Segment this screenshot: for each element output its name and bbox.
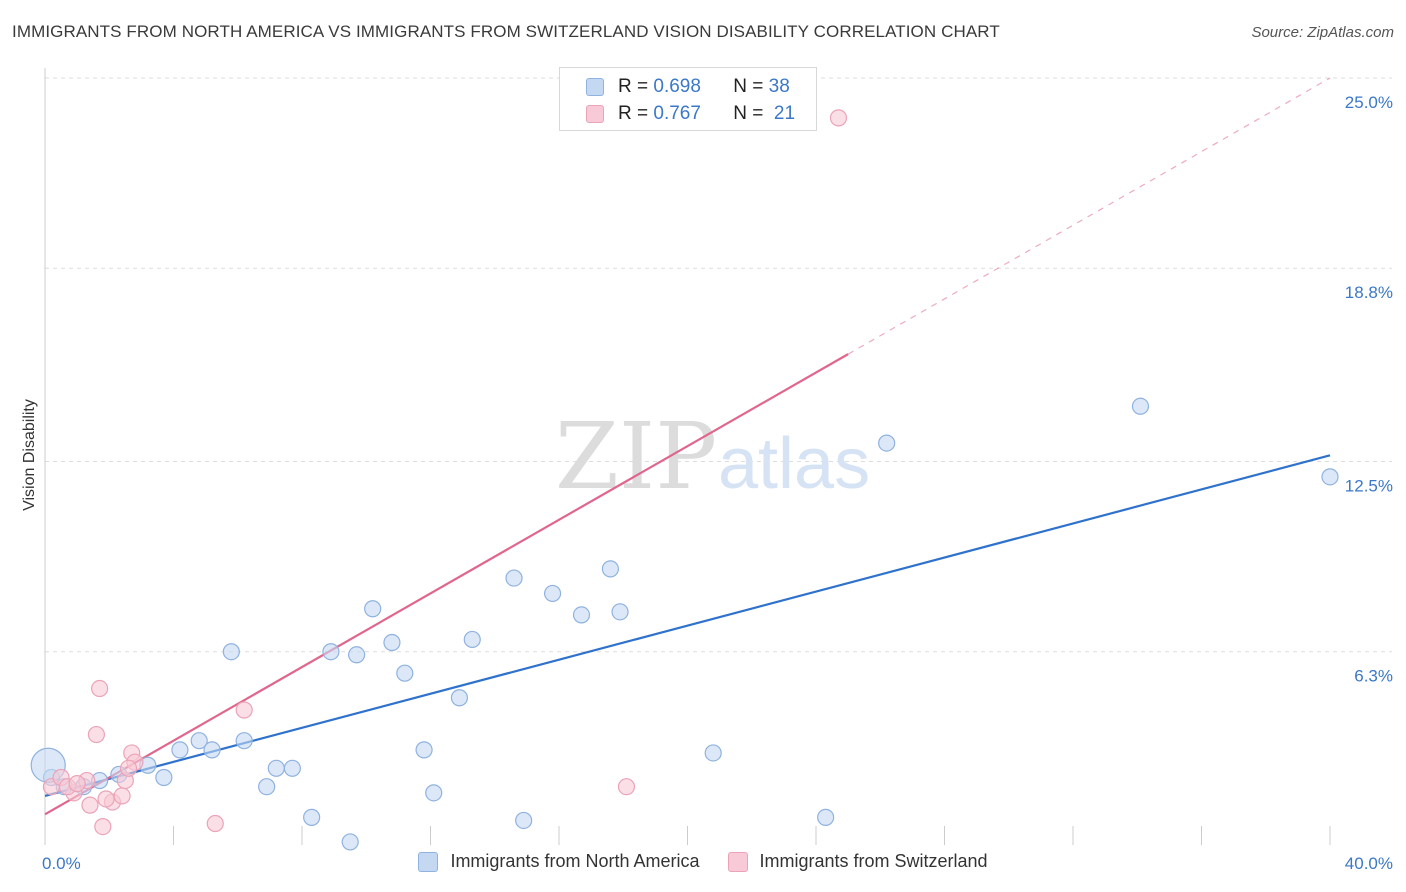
legend-r-value: 0.767 bbox=[653, 103, 701, 124]
data-point-switzerland bbox=[829, 109, 848, 127]
legend-n-value: 21 bbox=[773, 103, 796, 124]
data-point-switzerland bbox=[235, 701, 253, 719]
legend-n-label: N = bbox=[733, 76, 764, 97]
trend-line bbox=[44, 353, 849, 816]
data-point-north-america bbox=[383, 633, 401, 652]
data-point-north-america bbox=[171, 741, 189, 759]
data-point-north-america bbox=[283, 759, 301, 777]
data-point-north-america bbox=[611, 603, 629, 621]
legend-n-label: N = bbox=[733, 103, 764, 124]
axis-layer: 6.3% 12.5% 18.8% 25.0% 0.0% 40.0% bbox=[42, 68, 1393, 873]
data-point-north-america bbox=[364, 600, 382, 618]
data-point-switzerland bbox=[113, 787, 131, 805]
legend-row-switzerland: R = 0.767 N = 21 bbox=[586, 101, 795, 127]
source-label: Source: ZipAtlas.com bbox=[1251, 24, 1394, 41]
data-point-north-america bbox=[258, 778, 276, 796]
data-point-switzerland bbox=[87, 725, 106, 744]
data-point-switzerland bbox=[81, 796, 99, 814]
legend-r-value: 0.698 bbox=[653, 76, 701, 97]
data-point-switzerland bbox=[68, 775, 86, 793]
data-point-north-america bbox=[190, 732, 208, 750]
data-point-north-america bbox=[348, 646, 366, 664]
data-point-north-america bbox=[341, 833, 359, 851]
legend-swatch-blue bbox=[418, 851, 439, 872]
watermark-zip: ZIP bbox=[555, 403, 717, 510]
data-point-north-america bbox=[222, 643, 240, 661]
data-point-north-america bbox=[817, 808, 835, 826]
legend-r-label: R = bbox=[618, 76, 649, 97]
data-point-switzerland bbox=[94, 817, 112, 836]
legend-item-label: Immigrants from Switzerland bbox=[759, 851, 988, 871]
data-point-north-america bbox=[267, 759, 285, 777]
series-legend: Immigrants from North America Immigrants… bbox=[0, 851, 1406, 872]
data-point-north-america bbox=[572, 606, 591, 624]
correlation-legend: R = 0.698 N = 38 R = 0.767 N = 21 bbox=[559, 67, 817, 131]
y-tick-label: 12.5% bbox=[1345, 477, 1393, 496]
x-tick-label: 40.0% bbox=[1345, 854, 1393, 873]
data-point-north-america bbox=[425, 784, 443, 802]
y-tick-label: 6.3% bbox=[1354, 667, 1393, 686]
data-point-switzerland bbox=[206, 814, 224, 833]
data-point-north-america bbox=[515, 811, 533, 830]
legend-row-north-america: R = 0.698 N = 38 bbox=[586, 74, 790, 100]
data-point-north-america bbox=[415, 741, 433, 759]
data-point-north-america bbox=[450, 689, 469, 707]
data-point-switzerland bbox=[91, 679, 109, 698]
x-tick-label: 0.0% bbox=[42, 854, 81, 873]
data-point-north-america bbox=[303, 808, 321, 826]
legend-item-switzerland[interactable]: Immigrants from Switzerland bbox=[727, 851, 988, 872]
data-point-north-america bbox=[601, 560, 620, 578]
trend-line bbox=[44, 454, 1331, 797]
data-point-north-america bbox=[463, 630, 481, 649]
data-point-north-america bbox=[878, 434, 896, 452]
points-layer bbox=[30, 109, 1339, 851]
data-point-north-america bbox=[1321, 468, 1339, 486]
legend-n-value: 38 bbox=[768, 76, 790, 97]
y-tick-label: 25.0% bbox=[1345, 93, 1393, 112]
y-tick-label: 18.8% bbox=[1345, 283, 1393, 302]
data-point-switzerland bbox=[97, 790, 115, 808]
data-point-north-america bbox=[704, 744, 722, 762]
data-point-north-america bbox=[1131, 397, 1150, 415]
watermark-atlas: atlas bbox=[718, 424, 870, 504]
data-point-switzerland bbox=[617, 778, 636, 796]
legend-item-label: Immigrants from North America bbox=[450, 851, 700, 871]
data-point-north-america bbox=[543, 584, 562, 603]
y-axis-label: Vision Disability bbox=[21, 399, 38, 511]
trend-layer bbox=[44, 77, 1331, 816]
data-point-north-america bbox=[505, 569, 523, 587]
legend-item-north-america[interactable]: Immigrants from North America bbox=[418, 851, 700, 872]
trend-line-extension bbox=[847, 77, 1331, 355]
grid-layer bbox=[45, 77, 1392, 653]
data-point-north-america bbox=[322, 643, 340, 661]
legend-swatch-blue bbox=[586, 78, 604, 96]
watermark: ZIP atlas bbox=[555, 403, 870, 510]
data-point-switzerland bbox=[119, 759, 138, 777]
legend-swatch-pink bbox=[586, 105, 604, 123]
chart-title: IMMIGRANTS FROM NORTH AMERICA VS IMMIGRA… bbox=[12, 22, 1000, 41]
legend-swatch-pink bbox=[727, 851, 748, 872]
data-point-north-america bbox=[235, 732, 253, 750]
legend-r-label: R = bbox=[618, 103, 649, 124]
data-point-north-america bbox=[155, 768, 173, 787]
data-point-north-america bbox=[396, 664, 414, 682]
data-point-north-america bbox=[203, 741, 221, 759]
